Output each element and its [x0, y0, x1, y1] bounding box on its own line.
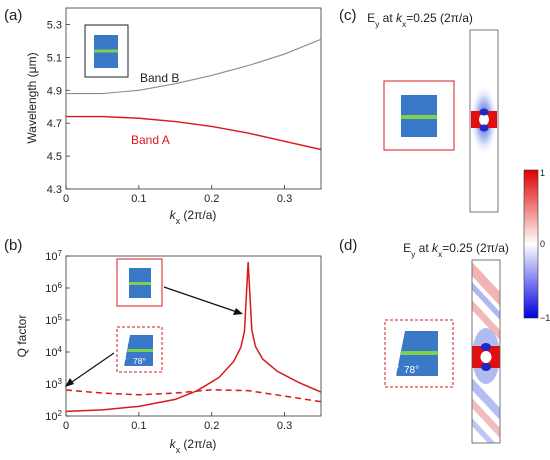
y-tick-label: 4.9: [47, 85, 62, 97]
panel-b-xlabel-unit: (2π/a): [180, 437, 216, 451]
title-k: k: [432, 241, 439, 255]
waveguide-icon: [401, 115, 437, 119]
waveguide-icon: [129, 282, 151, 285]
series-line-band-b: [66, 38, 321, 95]
panel-a-xlabel-var: k: [170, 208, 177, 222]
field-map-c: [469, 29, 499, 213]
panel-b-arrows: [65, 286, 243, 387]
colorbar-max-label: 1: [540, 168, 545, 178]
series-label-band-a: Band A: [131, 133, 170, 147]
colorbar-min-label: −1: [540, 313, 550, 323]
title-text: at: [379, 11, 396, 25]
waveguide-icon: [127, 349, 153, 352]
x-tick-label: 0: [63, 420, 69, 432]
panel-b-inset-slanted: 78°: [116, 326, 163, 373]
x-tick-label: 0: [63, 193, 69, 205]
y-tick-label: 5.3: [47, 19, 62, 31]
angle-arc-icon: [123, 357, 127, 367]
field-symbol: E: [403, 241, 411, 255]
series-line-band-a: [66, 115, 321, 151]
panel-b-xlabel-var: k: [170, 437, 177, 451]
panel-b-xlabel: kx (2π/a): [170, 437, 217, 455]
y-tick-label: 106: [45, 281, 62, 296]
series-line-slanted: [66, 389, 321, 403]
panel-c-inset: [383, 80, 455, 151]
y-tick-label: 105: [45, 313, 62, 328]
field-subscript: y: [375, 19, 380, 29]
panel-a: (a) 0 0.1 0.2 0.3 4.3 4.5 4.7 4.9 5.1 5.3 Wavelen…: [4, 7, 322, 226]
series-label-band-b: Band B: [140, 71, 179, 85]
panel-a-label: (a): [4, 7, 22, 24]
colorbar-gradient: [523, 169, 539, 319]
field-subscript: y: [411, 249, 416, 259]
angle-label: 78°: [404, 365, 419, 376]
field-map-d: [471, 259, 501, 444]
x-tick-label: 0.3: [277, 420, 292, 432]
title-suffix: =0.25 (2π/a): [406, 11, 473, 25]
panel-b-xlabel-sub: x: [176, 445, 181, 455]
panel-c-title: Ey at kx=0.25 (2π/a): [367, 11, 473, 29]
waveguide-icon: [94, 49, 118, 53]
panel-a-xlabel: kx (2π/a): [170, 208, 217, 226]
panel-a-series: [66, 38, 321, 151]
panel-b-axes-box: [65, 255, 322, 417]
panel-c: (c) Ey at kx=0.25 (2π/a): [339, 7, 499, 213]
title-text: at: [415, 241, 432, 255]
panel-d-title: Ey at kx=0.25 (2π/a): [403, 241, 509, 259]
panel-a-inset: [84, 24, 129, 78]
panel-d-inset: 78°: [384, 319, 454, 388]
x-tick-label: 0.1: [131, 193, 146, 205]
panel-c-label: (c): [339, 7, 357, 24]
panel-a-ylabel: Wavelength (μm): [25, 52, 39, 143]
x-tick-label: 0.2: [204, 193, 219, 205]
arrowhead-icon: [65, 378, 74, 387]
angle-arc-icon: [395, 365, 399, 377]
panel-d: (d) Ey at kx=0.25 (2π/a) 78°: [339, 237, 509, 444]
panel-b-label: (b): [4, 237, 22, 254]
field-symbol: E: [367, 11, 375, 25]
y-tick-label: 4.3: [47, 184, 62, 196]
panel-b-ylabel: Q factor: [15, 315, 29, 358]
y-tick-label: 104: [45, 345, 62, 360]
series-line-vertical: [66, 261, 321, 413]
panel-b-ticks: 0 0.1 0.2 0.3 102 103 104 105 106 107: [45, 249, 292, 433]
x-tick-label: 0.3: [277, 193, 292, 205]
arrowhead-icon: [233, 308, 243, 315]
panel-b: (b) 0 0.1 0.2 0.3 102 103 104 105 106 107 Q facto…: [4, 237, 322, 455]
panel-a-xlabel-sub: x: [176, 216, 181, 226]
x-tick-label: 0.2: [204, 420, 219, 432]
y-tick-label: 103: [45, 377, 62, 392]
waveguide-icon: [400, 351, 438, 355]
y-tick-label: 107: [45, 249, 62, 264]
title-k-sub: x: [402, 19, 407, 29]
colorbar-mid-label: 0: [540, 239, 545, 249]
panel-d-label: (d): [339, 237, 357, 254]
panel-a-axes-box: [65, 7, 322, 190]
panel-a-xlabel-unit: (2π/a): [180, 208, 216, 222]
title-k: k: [396, 11, 403, 25]
y-tick-label: 102: [45, 409, 62, 424]
colorbar: 1 0 −1: [523, 168, 550, 323]
y-tick-label: 5.1: [47, 52, 62, 64]
title-k-sub: x: [438, 249, 443, 259]
panel-b-inset-vertical: [116, 258, 163, 307]
y-tick-label: 4.7: [47, 118, 62, 130]
x-tick-label: 0.1: [131, 420, 146, 432]
angle-label: 78°: [133, 356, 146, 366]
y-tick-label: 4.5: [47, 151, 62, 163]
panel-b-series: [66, 261, 321, 413]
panel-a-ticks: 0 0.1 0.2 0.3 4.3 4.5 4.7 4.9 5.1 5.3: [47, 19, 293, 205]
title-suffix: =0.25 (2π/a): [442, 241, 509, 255]
